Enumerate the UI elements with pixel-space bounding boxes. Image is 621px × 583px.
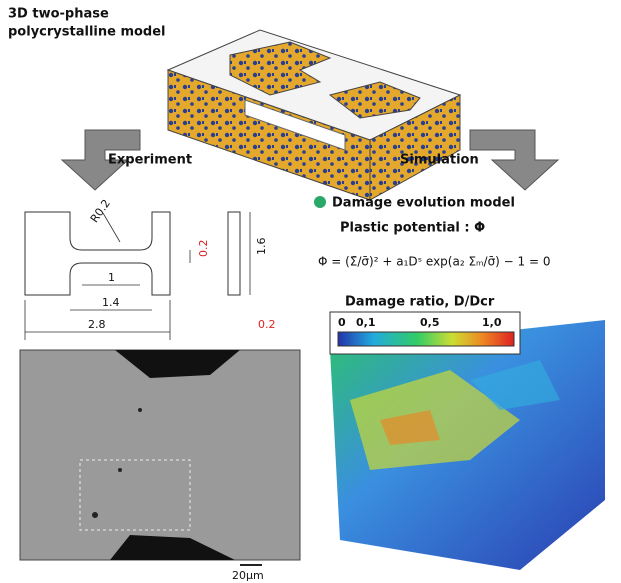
block-3d [166, 29, 462, 201]
simulation-image [330, 320, 605, 570]
bullet [314, 196, 326, 208]
scale-bar-label: 20μm [232, 569, 264, 582]
dimension-label: 1 [108, 271, 115, 284]
title-line: 3D two-phase [8, 7, 109, 22]
model-heading: Damage evolution model [332, 196, 515, 211]
potential-label: Plastic potential : Φ [340, 221, 485, 236]
colorbar-label: 0 [338, 316, 346, 329]
specimen-drawing [24, 211, 251, 340]
dimension-label: 2.8 [88, 318, 106, 331]
colorbar-label: 0,5 [420, 316, 440, 329]
colorbar-title: Damage ratio, D/Dcr [345, 295, 495, 310]
dimension-label: 0.2 [197, 240, 210, 258]
dimension-label: 0.2 [258, 318, 276, 331]
dimension-label: 1.6 [255, 238, 268, 256]
branch-label: Experiment [108, 153, 192, 168]
dimension-label: 1.4 [102, 296, 120, 309]
colorbar [329, 311, 521, 355]
arrow [469, 129, 560, 191]
micrograph [19, 349, 301, 566]
branch-label: Simulation [400, 153, 479, 168]
equation: Φ = (Σ̄/σ̄)² + a₁Dˢ exp(a₂ Σₘ/σ̄) − 1 = … [318, 255, 551, 269]
colorbar-label: 0,1 [356, 316, 376, 329]
title-line: polycrystalline model [8, 25, 166, 40]
dimension-label: R0.2 [88, 197, 113, 225]
colorbar-label: 1,0 [482, 316, 502, 329]
arrow [60, 129, 141, 191]
